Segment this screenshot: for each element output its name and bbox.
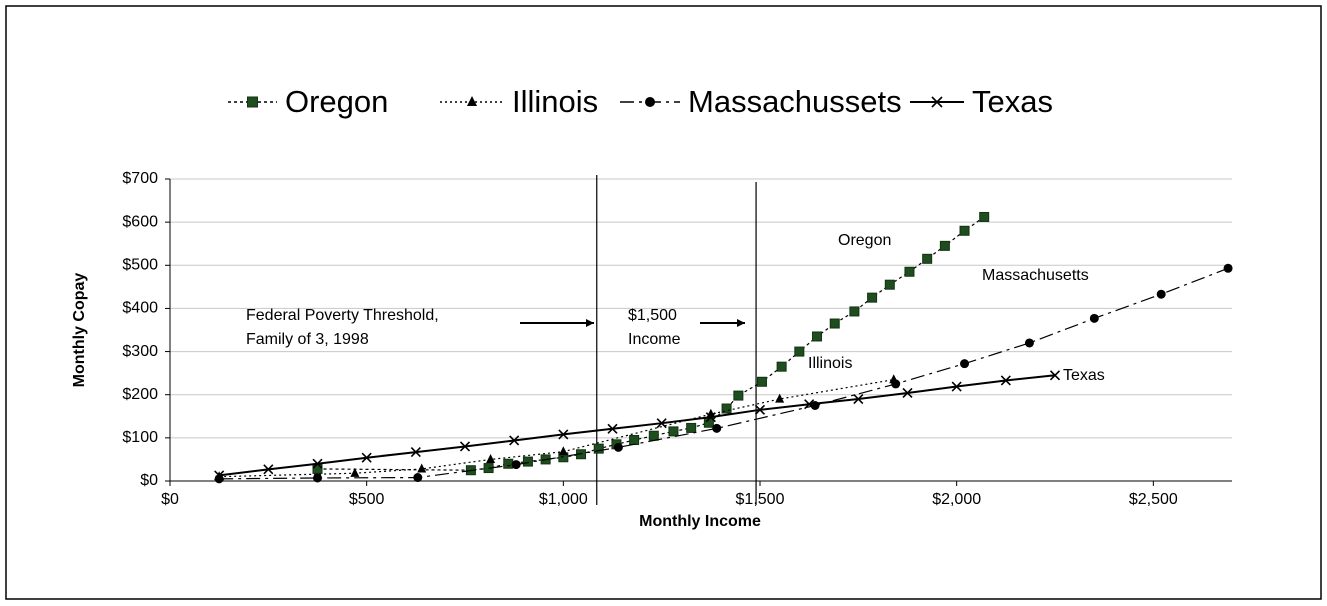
point xyxy=(312,458,323,469)
y-tick-label: $500 xyxy=(122,257,158,274)
point xyxy=(459,441,471,452)
point xyxy=(705,412,716,423)
annotation: Federal Poverty Threshold, xyxy=(246,307,439,324)
point xyxy=(884,279,895,290)
point xyxy=(959,225,970,236)
point xyxy=(613,442,623,452)
point xyxy=(668,426,679,437)
point xyxy=(313,473,322,483)
point xyxy=(509,435,520,446)
point xyxy=(776,361,787,372)
point xyxy=(904,266,915,277)
point xyxy=(960,359,970,369)
point xyxy=(593,443,604,454)
legend-label: Massachussets xyxy=(688,84,902,119)
point xyxy=(558,446,568,456)
point xyxy=(775,393,785,403)
x-tick-label: $1,000 xyxy=(539,491,588,508)
point xyxy=(607,423,618,434)
legend-marker xyxy=(467,96,477,106)
y-tick-label: $100 xyxy=(122,429,158,446)
point xyxy=(1000,375,1011,386)
annotation: Income xyxy=(628,331,681,348)
point xyxy=(1049,370,1061,381)
point xyxy=(922,253,933,264)
y-tick-label: $200 xyxy=(122,386,158,403)
legend-marker xyxy=(931,96,943,108)
x-tick-label: $2,000 xyxy=(932,491,981,508)
point xyxy=(413,473,423,483)
point xyxy=(558,429,569,440)
point xyxy=(410,447,421,458)
point xyxy=(1024,338,1034,348)
point xyxy=(1089,313,1099,323)
y-tick-label: $0 xyxy=(140,472,158,489)
x-tick-label: $500 xyxy=(349,491,385,508)
point xyxy=(733,390,744,401)
x-axis-label: Monthly Income xyxy=(639,513,761,530)
point xyxy=(522,456,533,467)
point xyxy=(417,463,427,473)
annotation: Family of 3, 1998 xyxy=(246,331,369,348)
point xyxy=(511,460,521,470)
annotation: Oregon xyxy=(838,232,891,249)
point xyxy=(263,464,274,475)
point xyxy=(812,331,823,342)
chart-frame xyxy=(5,5,1322,600)
point xyxy=(794,346,805,357)
legend-label: Texas xyxy=(972,84,1053,119)
x-tick-label: $0 xyxy=(161,491,179,508)
point xyxy=(754,404,766,415)
point xyxy=(686,422,697,433)
point xyxy=(853,393,864,405)
point xyxy=(486,454,496,464)
point xyxy=(721,403,732,414)
y-tick-label: $400 xyxy=(122,300,158,317)
point xyxy=(849,306,860,317)
point xyxy=(939,240,950,251)
point xyxy=(804,399,815,410)
point xyxy=(829,318,840,329)
x-tick-label: $2,500 xyxy=(1129,491,1178,508)
point xyxy=(503,458,514,469)
point xyxy=(1156,289,1166,299)
point xyxy=(1223,263,1233,273)
point xyxy=(756,376,767,387)
point xyxy=(648,430,659,441)
point xyxy=(891,379,901,389)
annotation: Illinois xyxy=(808,355,852,372)
legend-label: Oregon xyxy=(285,84,388,119)
point xyxy=(902,387,913,399)
annotation: Massachusetts xyxy=(982,267,1089,284)
annotation: $1,500 xyxy=(628,307,677,324)
annotation: Texas xyxy=(1063,367,1105,384)
point xyxy=(629,435,640,446)
x-tick-label: $1,500 xyxy=(736,491,785,508)
y-tick-label: $300 xyxy=(122,343,158,360)
series-line xyxy=(219,379,894,478)
point xyxy=(712,423,722,433)
point xyxy=(350,467,360,477)
point xyxy=(951,381,962,392)
y-tick-label: $600 xyxy=(122,213,158,230)
point xyxy=(656,418,667,429)
legend-marker xyxy=(247,96,258,108)
series-line xyxy=(219,374,1056,477)
legend-label: Illinois xyxy=(512,84,598,119)
y-tick-label: $700 xyxy=(122,170,158,187)
point xyxy=(867,292,878,303)
y-axis-label: Monthly Copay xyxy=(71,273,88,388)
legend-marker xyxy=(645,97,655,107)
point xyxy=(979,211,990,222)
point xyxy=(361,452,372,463)
point xyxy=(214,470,225,481)
